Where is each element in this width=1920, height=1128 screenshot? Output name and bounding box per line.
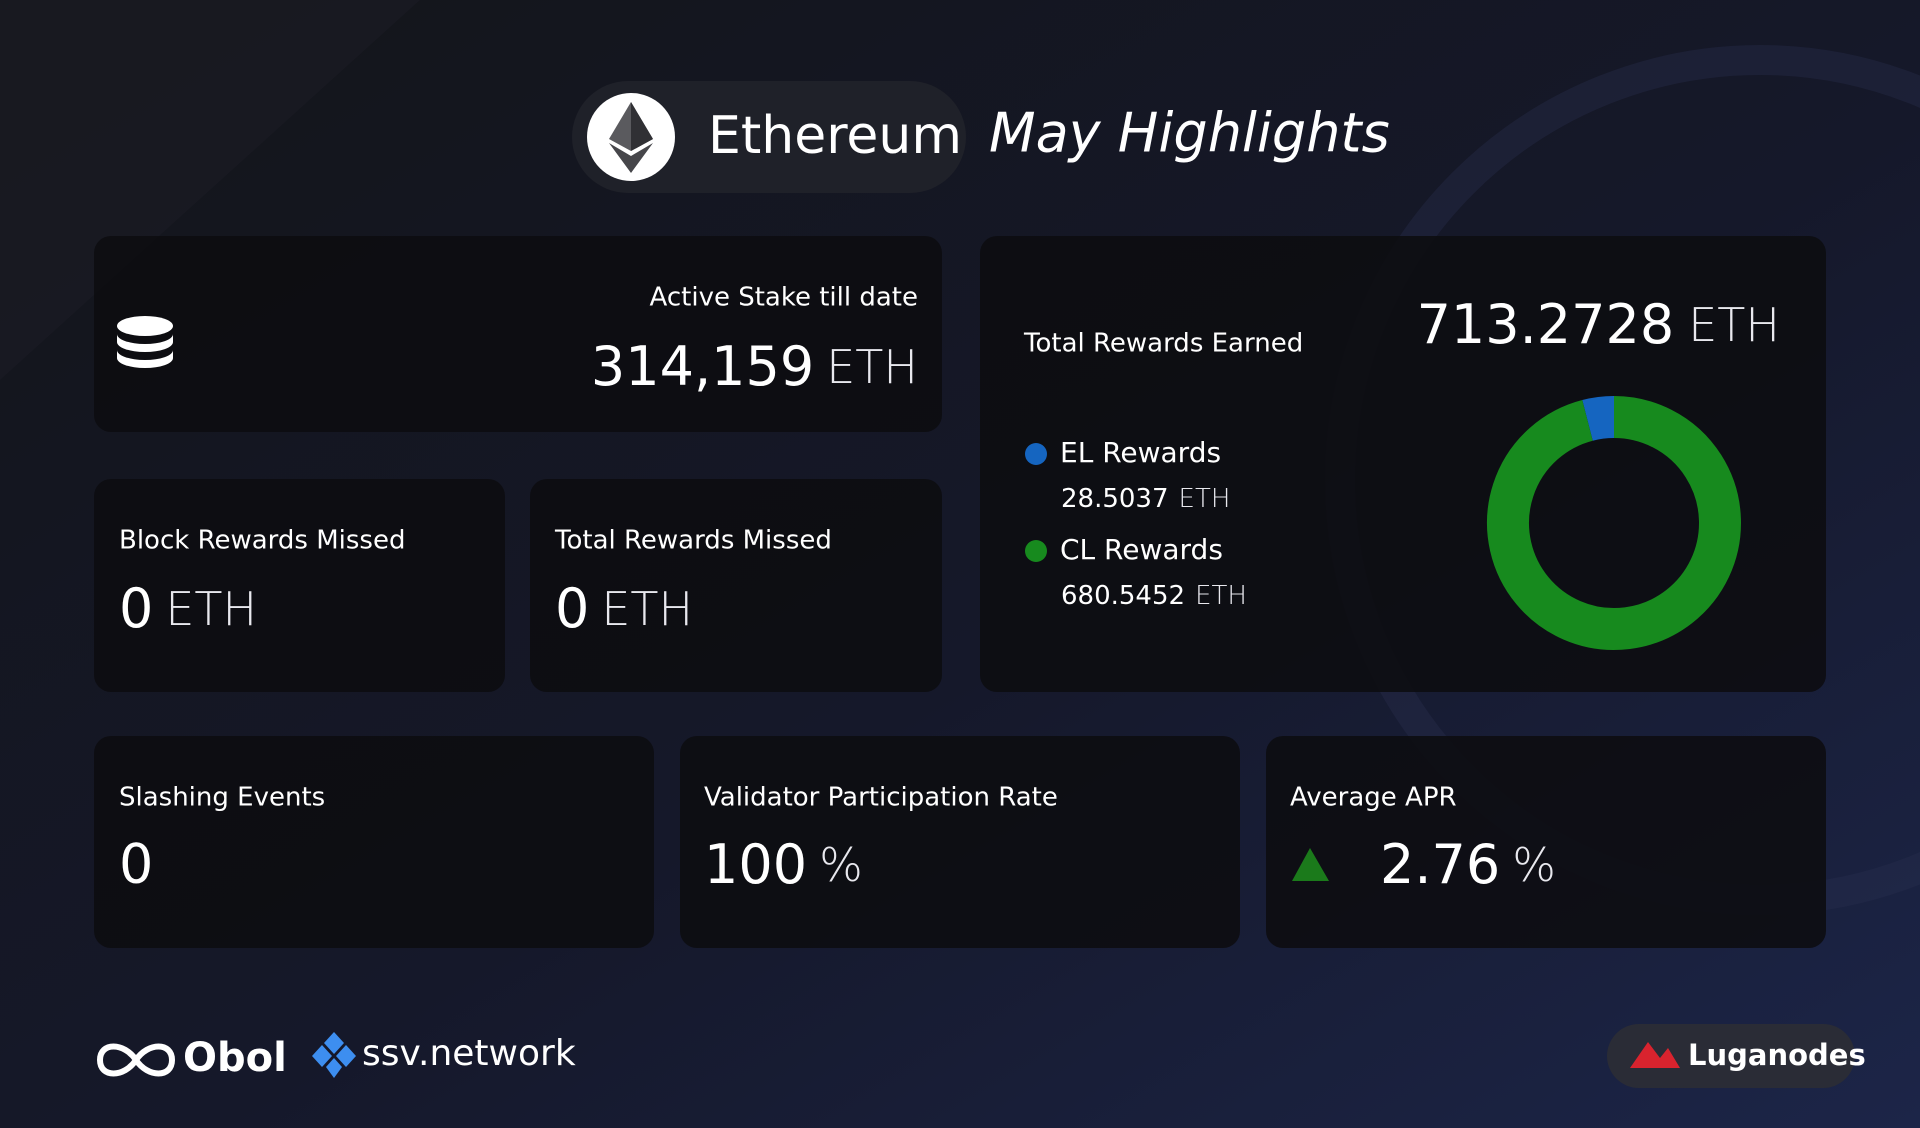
page-title: May Highlights	[989, 102, 1390, 165]
participation-unit: %	[819, 838, 863, 892]
partner-obol: Obol	[183, 1035, 287, 1081]
total-missed-unit: ETH	[601, 582, 693, 636]
participation-label: Validator Participation Rate	[704, 783, 1058, 813]
header-pill	[572, 81, 966, 193]
stake-label: Active Stake till date	[650, 283, 918, 313]
legend-value-line: 680.5452 ETH	[1061, 581, 1247, 611]
total-missed-line: 0 ETH	[555, 577, 693, 640]
participation-line: 100%	[704, 833, 863, 896]
participation-card	[680, 736, 1240, 948]
eth-logo-shade	[631, 102, 653, 151]
coin	[117, 350, 173, 368]
stake-value-line: 314,159 ETH	[591, 335, 918, 398]
donut-chart	[1487, 396, 1741, 650]
slashing-label: Slashing Events	[119, 783, 325, 813]
rewards-total-unit: ETH	[1688, 298, 1780, 352]
total-missed-label: Total Rewards Missed	[554, 526, 832, 556]
legend-value: 28.5037	[1061, 484, 1169, 514]
legend-dot	[1025, 540, 1047, 562]
coins-icon	[117, 316, 173, 368]
block-missed-value: 0	[119, 577, 153, 640]
legend-label: CL Rewards	[1060, 533, 1223, 566]
apr-value: 2.76	[1380, 833, 1500, 896]
block-missed-unit: ETH	[165, 582, 257, 636]
apr-label: Average APR	[1290, 783, 1457, 813]
slashing-value: 0	[119, 833, 153, 896]
rewards-card	[980, 236, 1826, 692]
rewards-total: 713.2728	[1417, 293, 1675, 356]
network-name: Ethereum	[708, 106, 962, 166]
legend-label: EL Rewards	[1060, 436, 1221, 469]
stake-unit: ETH	[826, 340, 918, 394]
block-missed-line: 0 ETH	[119, 577, 257, 640]
legend-unit: ETH	[1195, 581, 1247, 611]
stake-card	[94, 236, 942, 432]
ssv-diamond	[312, 1045, 332, 1067]
ssv-diamond	[336, 1045, 356, 1067]
total-missed-card	[530, 479, 942, 692]
ssv-diamond	[324, 1032, 344, 1054]
apr-card	[1266, 736, 1826, 948]
eth-logo-bottom	[609, 143, 653, 173]
participation-value: 100	[704, 833, 807, 896]
rewards-title: Total Rewards Earned	[1023, 329, 1303, 359]
donut-segment	[1582, 396, 1615, 441]
legend: EL Rewards 28.5037 ETH CL Rewards 680.5452 ET…	[1025, 436, 1247, 611]
block-missed-card	[94, 479, 505, 692]
legend-dot	[1025, 443, 1047, 465]
ssv-logo	[312, 1032, 356, 1078]
partner-ssv: ssv.network	[362, 1033, 576, 1074]
apr-up-arrow	[1292, 848, 1329, 881]
rewards-total-line: 713.2728 ETH	[1417, 293, 1780, 356]
coin	[117, 316, 173, 336]
brand-pill	[1607, 1024, 1855, 1088]
obol-logo	[96, 1043, 176, 1077]
stake-value: 314,159	[591, 335, 814, 398]
legend-unit: ETH	[1179, 484, 1231, 514]
block-missed-label: Block Rewards Missed	[119, 526, 405, 556]
legend-value: 680.5452	[1061, 581, 1185, 611]
slashing-card	[94, 736, 654, 948]
brand-logo	[1630, 1042, 1680, 1068]
apr-unit: %	[1512, 838, 1556, 892]
ssv-diamond	[326, 1058, 342, 1078]
coin	[117, 334, 173, 352]
legend-value-line: 28.5037 ETH	[1061, 484, 1230, 514]
brand-name: Luganodes	[1688, 1038, 1866, 1072]
total-missed-value: 0	[555, 577, 589, 640]
donut-segment	[1487, 396, 1741, 650]
apr-line: 2.76%	[1380, 833, 1556, 896]
